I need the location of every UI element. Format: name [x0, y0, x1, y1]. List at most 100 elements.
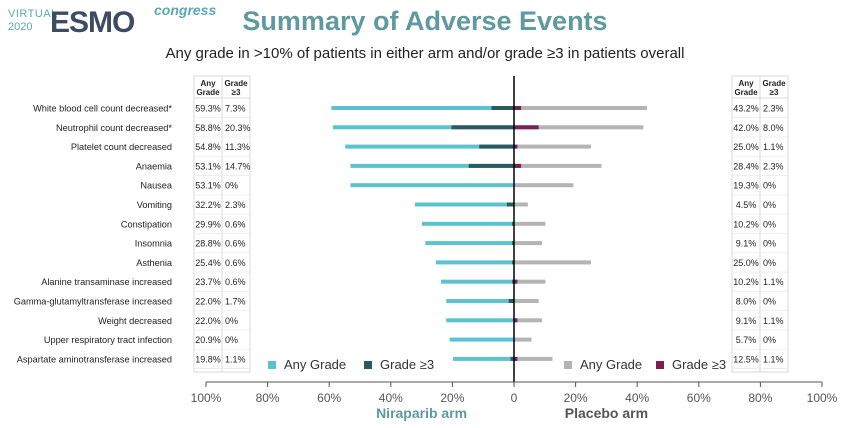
placebo-grade3-value: 0% — [763, 297, 776, 307]
placebo-any-grade-value: 28.4% — [733, 161, 759, 171]
placebo-any-grade-value: 4.5% — [736, 200, 757, 210]
niraparib-any-grade-value: 19.8% — [195, 354, 221, 364]
niraparib-grade3-value: 0.6% — [225, 258, 246, 268]
niraparib-grade3-bar — [512, 221, 514, 226]
niraparib-grade3-bar — [512, 279, 514, 284]
niraparib-any-grade-value: 28.8% — [195, 239, 221, 249]
category-label: Aspartate aminotransferase increased — [17, 354, 172, 364]
logo-brand: ESMO — [50, 6, 135, 39]
right-header-any-2: Grade — [734, 88, 758, 97]
legend: Any Grade Grade ≥3 Any Grade Grade ≥3 — [268, 357, 726, 372]
placebo-grade3-value: 2.3% — [763, 104, 784, 114]
niraparib-grade3-value: 0.6% — [225, 219, 246, 229]
niraparib-any-grade-value: 32.2% — [195, 200, 221, 210]
logo-year: 2020 — [8, 21, 33, 33]
left-header-g3-1: Grade — [224, 79, 248, 88]
niraparib-any-grade-value: 53.1% — [195, 181, 221, 191]
placebo-any-grade-value: 8.0% — [736, 297, 757, 307]
legend-niraparib-g3-swatch — [364, 361, 372, 369]
niraparib-grade3-bar — [510, 356, 514, 361]
x-tick-label: 80% — [256, 391, 280, 405]
esmo-logo: VIRTUAL 2020 ESMO congress — [4, 2, 217, 40]
placebo-grade3-value: 1.1% — [763, 142, 784, 152]
placebo-grade3-value: 0% — [763, 258, 776, 268]
placebo-any-grade-bar — [514, 299, 539, 303]
x-tick-label: 0 — [511, 391, 518, 405]
placebo-any-grade-bar — [514, 337, 532, 342]
x-tick-label: 80% — [748, 391, 772, 405]
left-header-g3-2: ≥3 — [232, 88, 241, 97]
niraparib-any-grade-bar — [421, 221, 514, 226]
category-label: Weight decreased — [98, 316, 172, 326]
niraparib-any-grade-bar — [441, 279, 514, 284]
placebo-grade3-bar — [514, 318, 518, 323]
niraparib-any-grade-bar — [425, 241, 514, 246]
category-label: Insomnia — [135, 239, 173, 249]
niraparib-any-grade-bar — [453, 356, 514, 361]
legend-niraparib-any-swatch — [268, 361, 276, 369]
niraparib-grade3-bar — [451, 125, 514, 130]
niraparib-any-grade-bar — [332, 125, 514, 130]
legend-placebo-any-label: Any Grade — [580, 357, 642, 372]
placebo-grade3-value: 1.1% — [763, 277, 784, 287]
niraparib-grade3-value: 0.6% — [225, 277, 246, 287]
placebo-grade3-value: 1.1% — [763, 354, 784, 364]
legend-placebo-g3-swatch — [656, 361, 664, 369]
placebo-any-grade-value: 10.2% — [733, 219, 759, 229]
placebo-any-grade-bar — [514, 279, 546, 284]
niraparib-any-grade-bar — [446, 318, 514, 323]
legend-placebo-g3-label: Grade ≥3 — [672, 357, 726, 372]
niraparib-grade3-value: 0.6% — [225, 239, 246, 249]
placebo-grade3-value: 0% — [763, 181, 776, 191]
category-label: Nausea — [140, 181, 173, 191]
niraparib-any-grade-value: 53.1% — [195, 161, 221, 171]
niraparib-any-grade-bar — [350, 163, 514, 168]
placebo-any-grade-value: 43.2% — [733, 104, 759, 114]
placebo-any-grade-value: 25.0% — [733, 258, 759, 268]
slide-title: Summary of Adverse Events — [242, 6, 608, 36]
category-label: Asthenia — [136, 258, 173, 268]
x-tick-label: 60% — [687, 391, 711, 405]
niraparib-any-grade-value: 22.0% — [195, 316, 221, 326]
logo-congress: congress — [154, 2, 217, 18]
x-tick-label: 40% — [379, 391, 403, 405]
x-tick-label: 100% — [807, 391, 838, 405]
placebo-any-grade-bar — [514, 163, 602, 168]
placebo-any-grade-bar — [514, 144, 591, 149]
placebo-any-grade-bar — [514, 125, 644, 130]
niraparib-grade3-value: 20.3% — [225, 123, 251, 133]
niraparib-any-grade-bar — [449, 337, 514, 342]
placebo-any-grade-bar — [514, 106, 648, 110]
placebo-grade3-bar — [514, 125, 539, 130]
niraparib-any-grade-bar — [345, 144, 514, 149]
niraparib-grade3-value: 14.7% — [225, 161, 251, 171]
right-header-g3-2: ≥3 — [770, 88, 779, 97]
x-tick-label: 40% — [625, 391, 649, 405]
right-header-any-1: Any — [738, 79, 754, 88]
niraparib-any-grade-value: 23.7% — [195, 277, 221, 287]
placebo-any-grade-value: 5.7% — [736, 335, 757, 345]
category-label: Gamma-glutamyltransferase increased — [14, 297, 172, 307]
niraparib-any-grade-bar — [331, 106, 514, 110]
bars — [331, 106, 648, 361]
placebo-any-grade-bar — [514, 221, 546, 226]
category-label: Vomiting — [137, 200, 172, 210]
placebo-grade3-value: 0% — [763, 335, 776, 345]
category-label: White blood cell count decreased* — [33, 104, 172, 114]
niraparib-any-grade-value: 20.9% — [195, 335, 221, 345]
category-label: Constipation — [121, 219, 172, 229]
niraparib-grade3-value: 0% — [225, 335, 238, 345]
niraparib-any-grade-bar — [446, 299, 514, 303]
placebo-grade3-value: 2.3% — [763, 161, 784, 171]
placebo-any-grade-bar — [514, 260, 591, 265]
placebo-grade3-value: 0% — [763, 200, 776, 210]
legend-niraparib-any-label: Any Grade — [284, 357, 346, 372]
x-tick-label: 100% — [191, 391, 222, 405]
x-tick-label: 20% — [564, 391, 588, 405]
niraparib-grade3-bar — [468, 163, 514, 168]
placebo-grade3-value: 1.1% — [763, 316, 784, 326]
niraparib-grade3-value: 7.3% — [225, 104, 246, 114]
niraparib-grade3-value: 0% — [225, 316, 238, 326]
